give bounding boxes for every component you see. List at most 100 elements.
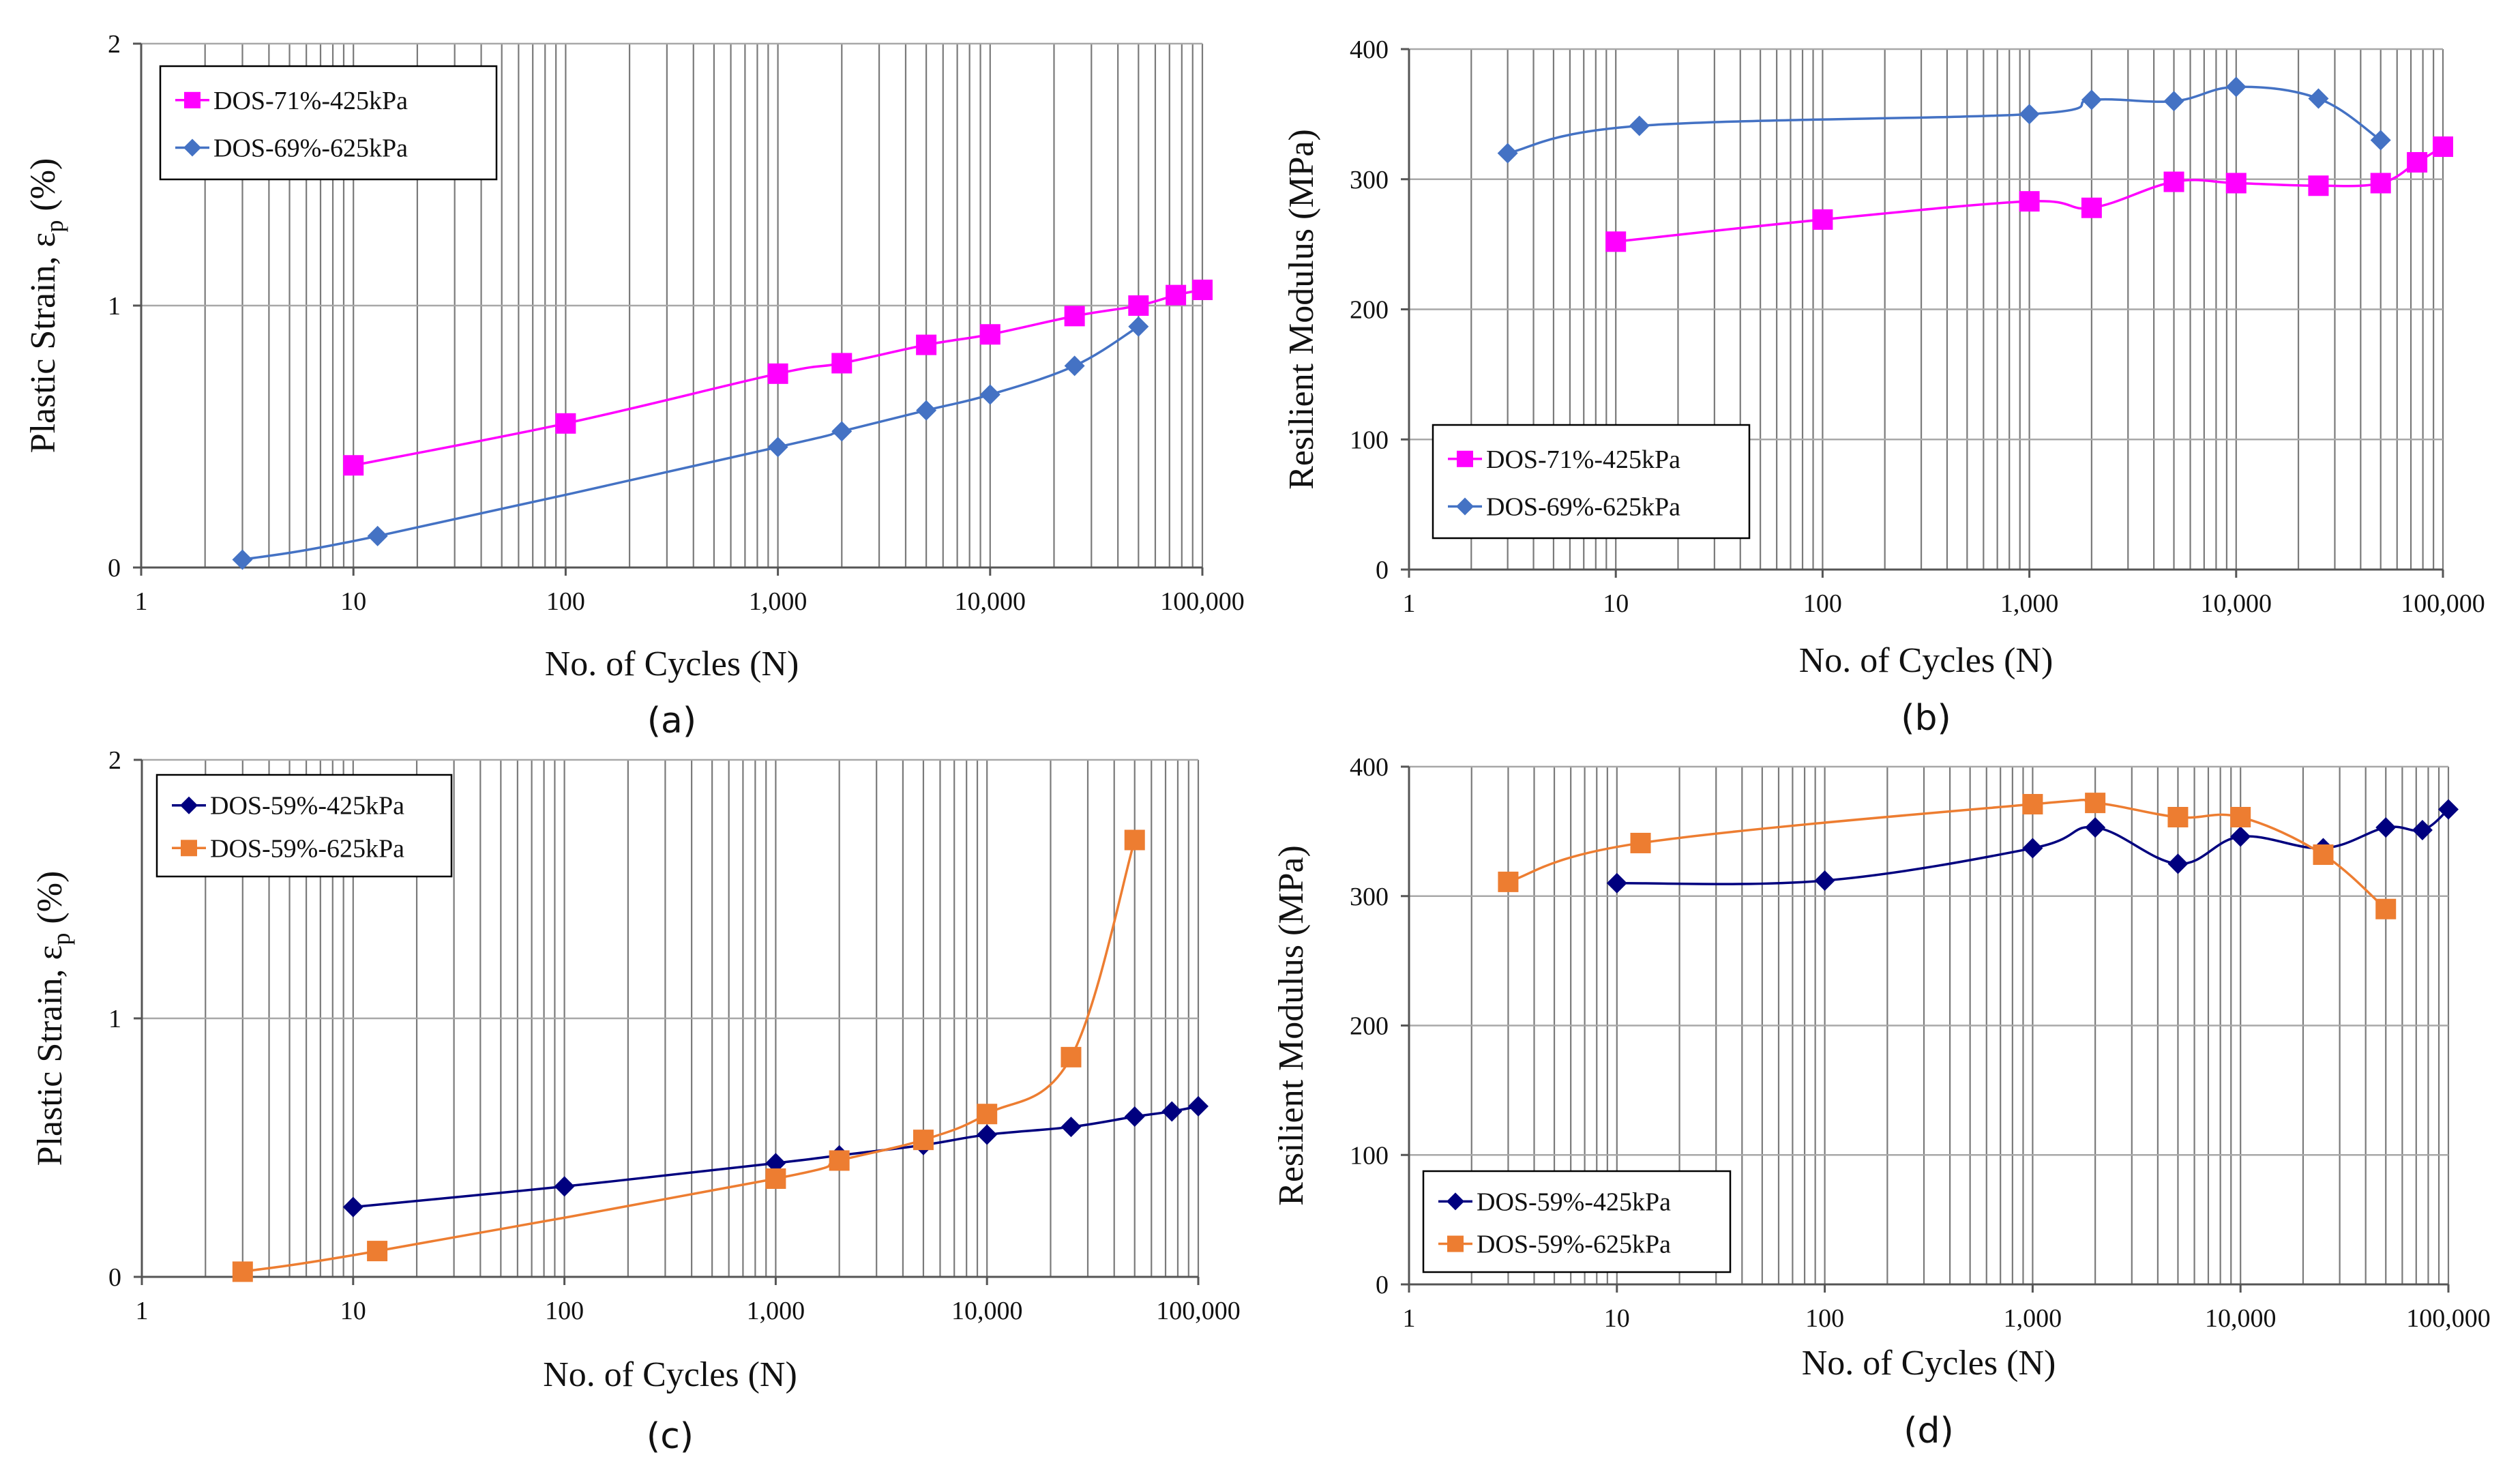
panel-a-x-tick-label: 10,000 <box>955 587 1026 616</box>
panel-d-x-tick-label: 1 <box>1403 1304 1416 1333</box>
panel-d-y-tick-label: 200 <box>1350 1012 1389 1041</box>
panel-c-y-axis-title-unit: (%) <box>31 871 70 933</box>
panel-b-legend-box <box>1432 424 1751 540</box>
panel-a-legend-entry-1: DOS-71%-425kPa <box>175 87 408 115</box>
panel-d-legend-entry-1: DOS-59%-425kPa <box>1438 1188 1671 1216</box>
panel-b-legend-label: DOS-71%-425kPa <box>1486 445 1680 474</box>
panel-b-y-tick-label: 100 <box>1350 426 1389 454</box>
panel-a-x-axis-title: No. of Cycles (N) <box>545 645 799 683</box>
panel-d-x-tick-label: 100 <box>1805 1304 1844 1333</box>
panel-a-series-1-point <box>1064 306 1085 327</box>
panel-a-y-axis-title-main: Plastic Strain, ε <box>24 233 63 454</box>
panel-d-series-2-point <box>1498 871 1519 892</box>
panel-d-series-2-point <box>2230 807 2251 828</box>
panel-c-y-tick-label: 1 <box>108 1005 121 1033</box>
panel-d-series-2 <box>1498 793 2397 919</box>
panel-b-series-1-point <box>2225 173 2247 194</box>
panel-a-x-tick-label: 1,000 <box>749 587 807 616</box>
panel-b-series-2-point <box>1497 143 1518 164</box>
panel-c-legend-entry-2: DOS-59%-625kPa <box>172 834 404 863</box>
panel-c-x-tick-label: 1,000 <box>747 1297 805 1325</box>
panel-d-series-1-point <box>2022 838 2043 859</box>
panel-c-series-2-point <box>829 1150 850 1171</box>
panel-c-series-1-point <box>977 1124 998 1145</box>
panel-b-legend: DOS-71%-425kPa DOS-69%-625kPa <box>1432 424 1751 540</box>
panel-d-legend-label: DOS-59%-625kPa <box>1477 1230 1671 1259</box>
panel-b-series-1-point <box>2081 197 2102 218</box>
panel-a-x-tick-label: 1 <box>135 587 148 616</box>
panel-a-series-2-point <box>367 525 388 546</box>
panel-c-series-2-point <box>232 1261 253 1282</box>
panel-a-series-2-point <box>232 549 253 570</box>
panel-a-series-1-point <box>1128 295 1149 316</box>
panel-b-series-2 <box>1497 76 2391 164</box>
panel-d-label: (d) <box>1903 1411 1954 1451</box>
panel-b-series-1-point <box>2308 175 2329 196</box>
panel-a-series-2-point <box>916 400 937 421</box>
panel-c-series-2-point <box>977 1104 998 1125</box>
panel-a-y-tick-label: 1 <box>108 292 121 321</box>
panel-a-series-1 <box>343 279 1213 476</box>
panel-b-y-axis-title: Resilient Modulus (MPa) <box>1282 129 1321 490</box>
panel-d-series-1-point <box>1606 872 1627 894</box>
panel-b-series-1-point <box>2433 136 2453 158</box>
panel-a-y-tick-label: 2 <box>108 30 121 59</box>
panel-c-series-2-point <box>367 1241 388 1262</box>
panel-b-y-axis-title-main: Resilient Modulus (MPa) <box>1282 129 1321 490</box>
panel-d-x-tick-label: 10,000 <box>2205 1304 2277 1333</box>
panel-b-x-tick-label: 1,000 <box>2000 589 2059 618</box>
panel-c-legend-entry-1: DOS-59%-425kPa <box>172 792 404 821</box>
panel-b-y-tick-label: 0 <box>1376 556 1389 585</box>
panel-c-y-tick-label: 2 <box>108 746 121 775</box>
panel-a-x-tick-label: 100,000 <box>1160 587 1245 616</box>
panel-a-series-1-point <box>555 413 576 434</box>
panel-b-series-2-point <box>2370 130 2391 151</box>
panel-c-series-2 <box>232 829 1145 1282</box>
panel-b-series-2-point <box>2081 89 2102 110</box>
panel-a-series-2-point <box>767 437 788 458</box>
panel-d-y-axis-title: Resilient Modulus (MPa) <box>1272 845 1311 1206</box>
panel-b-legend-swatch-marker <box>1456 497 1474 516</box>
panel-d-legend: DOS-59%-425kPa DOS-59%-625kPa <box>1422 1170 1732 1273</box>
panel-b-x-tick-label: 100 <box>1803 589 1842 618</box>
panel-b: 0 100 200 300 400 1 10 100 1,000 10,000 100,000 No.… <box>1282 35 2485 739</box>
panel-c-series-1-point <box>554 1176 575 1197</box>
panel-a-y-tick-label: 0 <box>108 554 121 583</box>
panel-b-x-tick-label: 1 <box>1403 589 1416 618</box>
panel-a-legend-box <box>159 65 498 181</box>
panel-b-y-tick-label: 200 <box>1350 296 1389 325</box>
panel-c-y-axis-title-subscript: p <box>48 933 75 945</box>
panel-b-series-1-point <box>2019 191 2040 212</box>
panel-c-series-1 <box>342 1095 1209 1218</box>
panel-a-series-1-point <box>831 353 853 374</box>
panel-d-series-1-point <box>2167 853 2189 874</box>
panel-b-series-1-point <box>1812 209 1833 230</box>
panel-a-series-1-point <box>916 334 937 355</box>
panel-c-x-axis-title: No. of Cycles (N) <box>543 1355 797 1394</box>
panel-d-legend-entry-2: DOS-59%-625kPa <box>1438 1230 1671 1259</box>
panel-c-legend-swatch-marker <box>181 840 197 857</box>
panel-b-series-2-point <box>1629 115 1650 136</box>
panel-a-y-axis-title-unit: (%) <box>24 158 63 220</box>
panel-c-series-2-point <box>1124 829 1145 851</box>
panel-b-series-2-point <box>2225 76 2247 98</box>
panel-b-series-2-point <box>2019 104 2040 125</box>
panel-d-series-2-point <box>1630 832 1651 853</box>
panel-d-y-tick-label: 400 <box>1350 753 1389 782</box>
panel-b-label: (b) <box>1901 698 1951 739</box>
panel-c-legend: DOS-59%-425kPa DOS-59%-625kPa <box>155 773 453 878</box>
panel-a-y-axis-title: Plastic Strain, εp (%) <box>24 158 68 454</box>
panel-d-y-tick-label: 300 <box>1350 883 1389 911</box>
panel-c-series-2-point <box>765 1168 786 1189</box>
panel-d-series-2-point <box>2022 794 2043 815</box>
panel-d-legend-swatch-marker <box>1447 1235 1464 1252</box>
panel-d-x-axis-title: No. of Cycles (N) <box>1802 1344 2056 1383</box>
panel-a-legend: DOS-71%-425kPa DOS-69%-625kPa <box>159 65 498 181</box>
panel-d: 0 100 200 300 400 1 10 100 1,000 10,000 100,000 No.… <box>1272 753 2491 1451</box>
panel-a-label: (a) <box>647 701 696 741</box>
panel-b-series-2-point <box>2308 88 2329 109</box>
panel-c-legend-label: DOS-59%-425kPa <box>210 792 404 821</box>
panel-b-series-1-point <box>2370 173 2391 194</box>
